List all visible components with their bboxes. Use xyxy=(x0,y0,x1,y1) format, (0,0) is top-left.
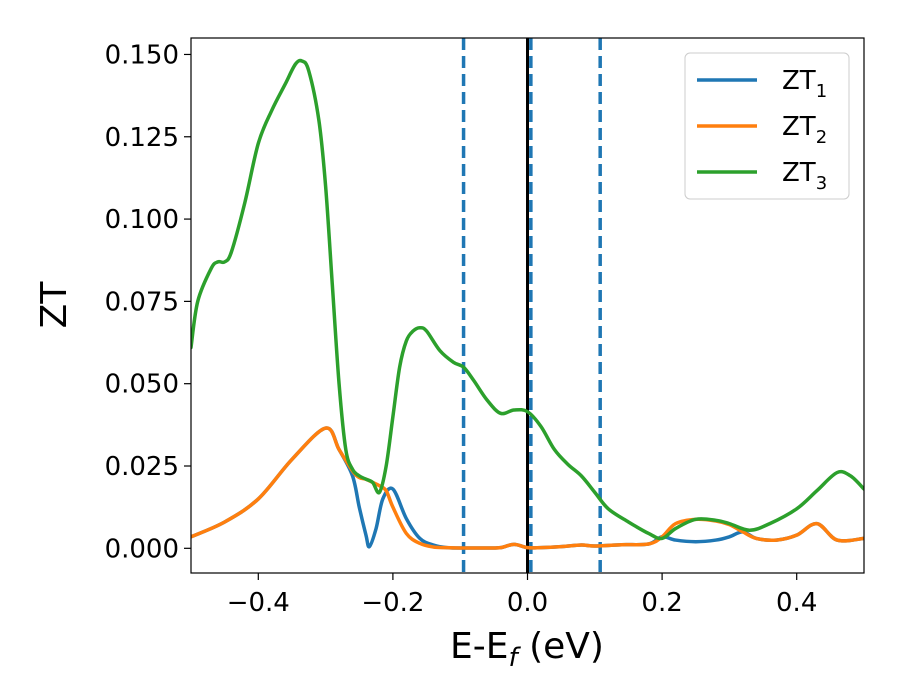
legend-label-zt3: ZT3 xyxy=(782,158,827,194)
x-tick-label: −0.4 xyxy=(227,588,290,618)
legend-label-zt1: ZT1 xyxy=(782,66,827,102)
y-tick-label: 0.025 xyxy=(105,452,179,482)
x-tick-label: −0.2 xyxy=(361,588,424,618)
legend-box xyxy=(684,52,850,200)
x-axis: −0.4 −0.2 0.0 0.2 0.4 xyxy=(227,573,817,618)
x-tick-label: 0.0 xyxy=(507,588,548,618)
x-axis-title-unit: (eV) xyxy=(518,626,604,667)
y-tick-label: 0.075 xyxy=(105,287,179,317)
legend-label-zt2: ZT2 xyxy=(782,112,827,148)
x-tick-label: 0.4 xyxy=(776,588,817,618)
legend: ZT1 ZT2 ZT3 xyxy=(684,52,850,200)
series-layer xyxy=(191,58,864,550)
y-tick-label: 0.000 xyxy=(105,534,179,564)
series-line-zt3 xyxy=(191,58,864,541)
y-tick-label: 0.150 xyxy=(105,40,179,70)
y-tick-label: 0.050 xyxy=(105,370,179,400)
reference-lines xyxy=(461,38,602,573)
y-axis-title: ZT xyxy=(34,281,75,329)
y-tick-label: 0.100 xyxy=(105,205,179,235)
y-tick-label: 0.125 xyxy=(105,123,179,153)
x-tick-label: 0.2 xyxy=(641,588,682,618)
x-axis-title: E-Ef (eV) xyxy=(450,626,604,673)
y-axis: 0.000 0.025 0.050 0.075 0.100 0.125 0.150 xyxy=(105,40,191,564)
